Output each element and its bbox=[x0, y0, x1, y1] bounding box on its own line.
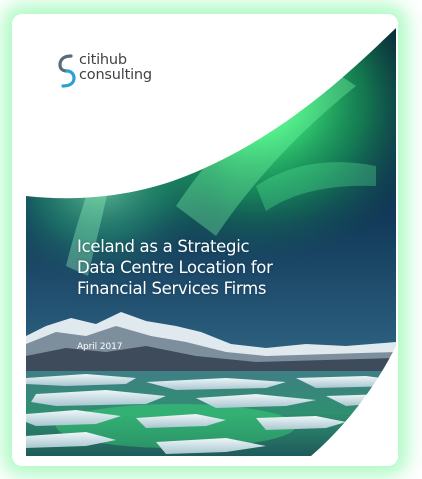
report-title-line2: Data Centre Location for bbox=[77, 258, 273, 277]
brand-logo: citihub consulting bbox=[58, 53, 152, 88]
report-title: Iceland as a Strategic Data Centre Locat… bbox=[77, 236, 377, 299]
aurora-landscape-image bbox=[26, 26, 396, 456]
brand-name-line2: consulting bbox=[79, 67, 152, 83]
report-title-line3: Financial Services Firms bbox=[77, 279, 267, 298]
brand-name-line1: citihub bbox=[79, 52, 127, 68]
report-title-line1: Iceland as a Strategic bbox=[77, 237, 250, 256]
report-date: April 2017 bbox=[77, 342, 123, 352]
citihub-c-mark-icon bbox=[58, 54, 76, 88]
report-cover bbox=[26, 26, 396, 456]
brand-wordmark: citihub consulting bbox=[79, 53, 152, 83]
